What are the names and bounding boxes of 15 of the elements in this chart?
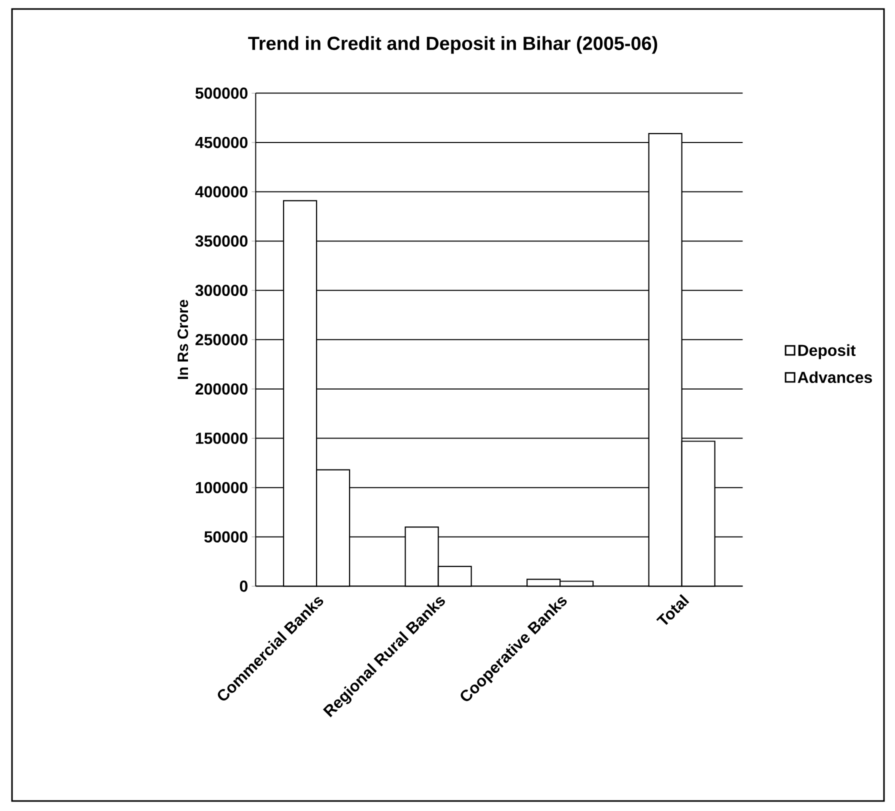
y-tick-label: 0 [240,580,248,592]
y-tick-label: 450000 [195,136,248,148]
y-tick-label: 50000 [204,531,248,543]
y-tick-label: 500000 [195,88,248,99]
legend-label: Advances [798,371,872,384]
y-tick-label: 400000 [195,186,248,198]
legend-label: Deposit [798,344,856,360]
y-tick-label: 200000 [196,383,248,395]
chart-title: Trend in Credit and Deposit in Bihar (2005-06) [248,36,658,54]
y-tick-label: 100000 [196,482,248,494]
y-tick-label: 250000 [196,334,248,346]
y-tick-label: 300000 [195,284,248,296]
y-tick-label: 150000 [196,432,248,444]
y-tick-label: 350000 [195,235,248,247]
y-axis-title: In Rs Crore [178,300,188,379]
